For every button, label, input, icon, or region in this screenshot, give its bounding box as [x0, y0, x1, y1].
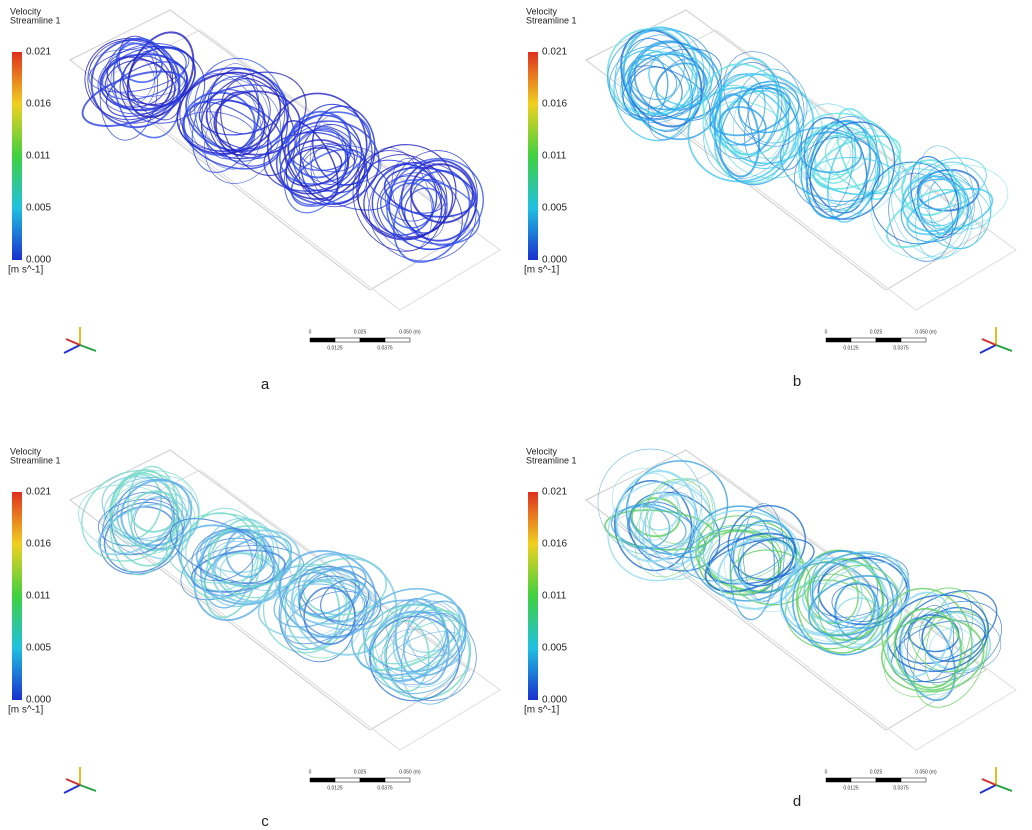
scale-bar	[385, 778, 410, 782]
scale-bar	[335, 778, 360, 782]
scale-bar	[826, 778, 851, 782]
scale-label: 0.025	[354, 769, 367, 775]
axis-triad	[80, 785, 96, 791]
scale-bar	[851, 778, 876, 782]
axis-triad	[982, 339, 996, 345]
colorbar-tick-label: 0.005	[542, 643, 567, 654]
scale-label: 0	[825, 769, 828, 775]
colorbar-tick-label: 0.005	[26, 643, 51, 654]
scale-bar	[385, 338, 410, 342]
scale-label: 0	[309, 329, 312, 335]
scale-label: 0.050 (m)	[399, 769, 421, 775]
streamline	[616, 477, 734, 586]
scale-bar	[826, 338, 851, 342]
scale-bar	[360, 338, 385, 342]
scale-bar	[310, 778, 335, 782]
scale-label: 0.050 (m)	[915, 329, 937, 335]
colorbar-tick-label: 0.005	[542, 203, 567, 214]
scale-bar	[901, 338, 926, 342]
scale-label: 0.0375	[893, 785, 909, 791]
colorbar	[12, 492, 22, 700]
scale-label: 0.0125	[327, 785, 343, 791]
scale-label: 0.025	[870, 329, 883, 335]
colorbar-tick-label: 0.021	[542, 47, 567, 58]
figure: VelocityStreamline 10.0210.0160.0110.005…	[0, 0, 1032, 830]
axis-triad	[66, 779, 80, 785]
colorbar-tick-label: 0.021	[542, 487, 567, 498]
colorbar-tick-label: 0.016	[26, 539, 51, 550]
colorbar-tick-label: 0.016	[542, 539, 567, 550]
scale-label: 0.0125	[327, 345, 343, 351]
legend-subtitle: Streamline 1	[526, 455, 577, 465]
legend-unit: [m s^-1]	[524, 265, 559, 276]
colorbar-tick-label: 0.016	[542, 99, 567, 110]
legend-subtitle: Streamline 1	[526, 15, 577, 25]
scale-label: 0.050 (m)	[915, 769, 937, 775]
colorbar-tick-label: 0.011	[542, 151, 567, 162]
panel-label: d	[793, 793, 801, 810]
axis-triad	[996, 785, 1012, 791]
axis-triad	[80, 345, 96, 351]
panel: VelocityStreamline 10.0210.0160.0110.005…	[524, 6, 1016, 390]
legend-subtitle: Streamline 1	[10, 15, 61, 25]
axis-triad	[996, 345, 1012, 351]
scale-bar	[335, 338, 360, 342]
colorbar-tick-label: 0.011	[26, 151, 51, 162]
axis-triad	[64, 345, 80, 353]
colorbar	[528, 52, 538, 260]
colorbar	[528, 492, 538, 700]
axis-triad	[982, 779, 996, 785]
legend-subtitle: Streamline 1	[10, 455, 61, 465]
legend-unit: [m s^-1]	[8, 705, 43, 716]
axis-triad	[64, 785, 80, 793]
scale-bar	[310, 338, 335, 342]
colorbar-tick-label: 0.005	[26, 203, 51, 214]
scale-label: 0.025	[354, 329, 367, 335]
scale-label: 0.0375	[377, 785, 393, 791]
legend-unit: [m s^-1]	[8, 265, 43, 276]
scale-bar	[851, 338, 876, 342]
panel-label: c	[261, 813, 269, 830]
scale-bar	[876, 338, 901, 342]
colorbar-tick-label: 0.011	[26, 591, 51, 602]
scale-bar	[876, 778, 901, 782]
streamline	[818, 557, 908, 625]
scale-bar	[901, 778, 926, 782]
panel-label: a	[261, 376, 270, 393]
scale-label: 0.025	[870, 769, 883, 775]
colorbar-tick-label: 0.021	[26, 487, 51, 498]
colorbar-tick-label: 0.021	[26, 47, 51, 58]
legend-unit: [m s^-1]	[524, 705, 559, 716]
scale-bar	[360, 778, 385, 782]
scale-label: 0.0375	[377, 345, 393, 351]
colorbar-tick-label: 0.011	[542, 591, 567, 602]
scale-label: 0.0125	[843, 785, 859, 791]
axis-triad	[980, 345, 996, 353]
scale-label: 0.050 (m)	[399, 329, 421, 335]
axis-triad	[980, 785, 996, 793]
colorbar-tick-label: 0.016	[26, 99, 51, 110]
scale-label: 0.0375	[893, 345, 909, 351]
panel-label: b	[793, 373, 801, 390]
colorbar	[12, 52, 22, 260]
axis-triad	[66, 339, 80, 345]
panel: VelocityStreamline 10.0210.0160.0110.005…	[524, 435, 1016, 809]
scale-label: 0	[309, 769, 312, 775]
scale-label: 0.0125	[843, 345, 859, 351]
scale-label: 0	[825, 329, 828, 335]
